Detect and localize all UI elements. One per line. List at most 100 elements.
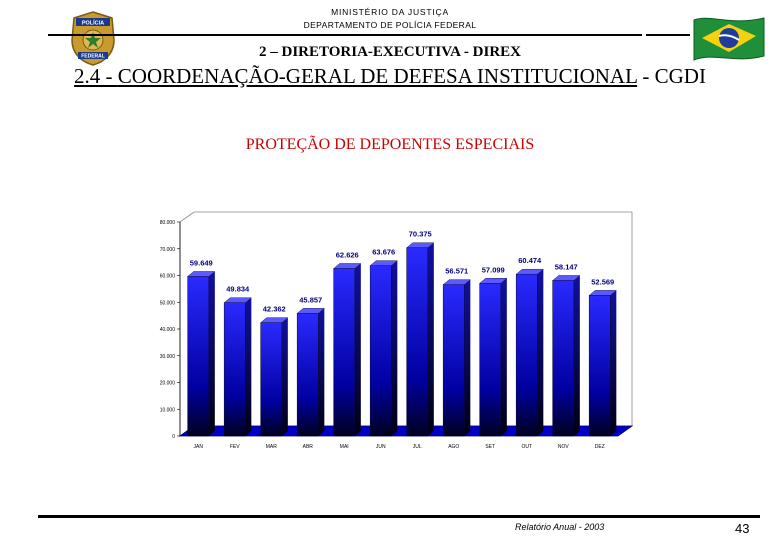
coordination-title: 2.4 - COORDENAÇÃO-GERAL DE DEFESA INSTIT…: [0, 64, 780, 89]
header-divider: [48, 34, 642, 36]
page-number: 43: [735, 521, 750, 536]
y-tick-label: 80.000: [160, 220, 176, 226]
bar-side: [281, 317, 288, 436]
coordination-name: COORDENAÇÃO-GERAL DE DEFESA INSTITUCIONA…: [117, 64, 638, 88]
y-tick-label: 40.000: [160, 327, 176, 333]
y-tick-label: 0: [172, 434, 175, 440]
y-tick-label: 50.000: [160, 300, 176, 306]
x-tick-label: DEZ: [595, 444, 605, 450]
chart-title: PROTEÇÃO DE DEPOENTES ESPECIAIS: [245, 136, 535, 153]
bar-top: [588, 290, 617, 296]
bar-side: [354, 263, 361, 436]
bar-top: [260, 317, 289, 323]
x-tick-label: MAR: [266, 444, 278, 450]
y-axis: 0 10.000 20.000 30.000 40.000 50.000 60.000 70.…: [160, 220, 180, 440]
directorate-title: 2 – DIRETORIA-EXECUTIVA - DIREX: [259, 44, 521, 60]
coordination-suffix: - CGDI: [637, 64, 706, 88]
bar: [442, 279, 471, 437]
bar-top: [333, 263, 362, 269]
bar-value-label: 63.676: [372, 248, 395, 257]
x-tick-label: MAI: [340, 444, 349, 450]
bar-front: [588, 295, 611, 437]
y-tick-label: 70.000: [160, 247, 176, 253]
x-tick-label: JUL: [413, 444, 422, 450]
footer-divider: [38, 515, 760, 518]
bar-value-label: 49.834: [226, 285, 250, 294]
bar-front: [223, 302, 246, 437]
x-tick-label: NOV: [558, 444, 570, 450]
x-tick-label: FEV: [230, 444, 240, 450]
bar: [369, 260, 398, 437]
x-tick-label: ABR: [303, 444, 314, 450]
bar-value-label: 58.147: [555, 262, 578, 271]
bar-front: [479, 283, 502, 437]
bar-value-label: 70.375: [409, 230, 432, 239]
bar: [296, 308, 325, 437]
y-tick-label: 20.000: [160, 381, 176, 387]
x-tick-label: SET: [485, 444, 495, 450]
bar-front: [406, 247, 429, 437]
bar: [552, 275, 581, 437]
bar: [187, 271, 216, 437]
bar-front: [260, 322, 283, 437]
bar-chart: 0 10.000 20.000 30.000 40.000 50.000 60.000 70.…: [160, 211, 634, 450]
bar-side: [573, 275, 580, 436]
bar-front: [296, 313, 319, 437]
footer-report-label: Relatório Anual - 2003: [515, 522, 605, 532]
bar-top: [479, 278, 508, 284]
x-tick-label: JAN: [194, 444, 204, 450]
bar-front: [515, 273, 538, 437]
bar-value-label: 57.099: [482, 265, 505, 274]
bar-side: [208, 271, 215, 436]
x-tick-label: OUT: [521, 444, 532, 450]
x-tick-label: JUN: [376, 444, 386, 450]
bar-value-label: 45.857: [299, 295, 322, 304]
bar-front: [369, 265, 392, 437]
bar-top: [552, 275, 581, 281]
bar: [223, 297, 252, 437]
bar-top: [406, 242, 435, 248]
bar-value-label: 56.571: [445, 267, 468, 276]
bar-side: [610, 290, 617, 436]
bar-top: [296, 308, 325, 314]
coordination-code: 2.4 -: [74, 64, 118, 88]
bar-side: [537, 269, 544, 436]
bar-top: [187, 271, 216, 277]
bar-top: [369, 260, 398, 266]
bar: [479, 278, 508, 437]
bar-value-label: 62.626: [336, 250, 359, 259]
brazil-flag-icon: [693, 17, 765, 61]
bar-side: [318, 308, 325, 436]
bar-value-label: 59.649: [190, 258, 213, 267]
bar: [333, 263, 362, 437]
bar: [588, 290, 617, 437]
bar-value-label: 42.362: [263, 305, 286, 314]
bar-side: [245, 297, 252, 436]
bar-side: [427, 242, 434, 436]
header-divider-right: [646, 34, 690, 36]
badge-text-top: POLÍCIA: [82, 19, 104, 27]
bar-value-label: 52.569: [591, 277, 614, 286]
badge-text-bottom: FEDERAL: [81, 54, 105, 60]
y-tick-label: 10.000: [160, 407, 176, 413]
x-axis-labels: JAN FEV MAR ABR MAI JUN JUL AGO SET OUT NOV DEZ: [194, 444, 605, 450]
bar: [515, 269, 544, 437]
bar-side: [464, 279, 471, 436]
bar: [406, 242, 435, 437]
x-tick-label: AGO: [448, 444, 459, 450]
ministry-name: MINISTÉRIO DA JUSTIÇA: [331, 7, 449, 17]
bar-side: [500, 278, 507, 436]
bar: [260, 317, 289, 437]
y-tick-label: 60.000: [160, 274, 176, 280]
bars: 59.649 49.834 42.362 45.857 62.626 63.676 70.3…: [187, 230, 617, 437]
y-tick-label: 30.000: [160, 354, 176, 360]
bar-top: [515, 269, 544, 275]
bar-top: [442, 279, 471, 285]
bar-front: [552, 280, 575, 437]
bar-front: [333, 268, 356, 437]
bar-front: [442, 284, 465, 437]
bar-front: [187, 276, 210, 437]
bar-top: [223, 297, 252, 303]
bar-side: [391, 260, 398, 436]
bar-value-label: 60.474: [518, 256, 542, 265]
